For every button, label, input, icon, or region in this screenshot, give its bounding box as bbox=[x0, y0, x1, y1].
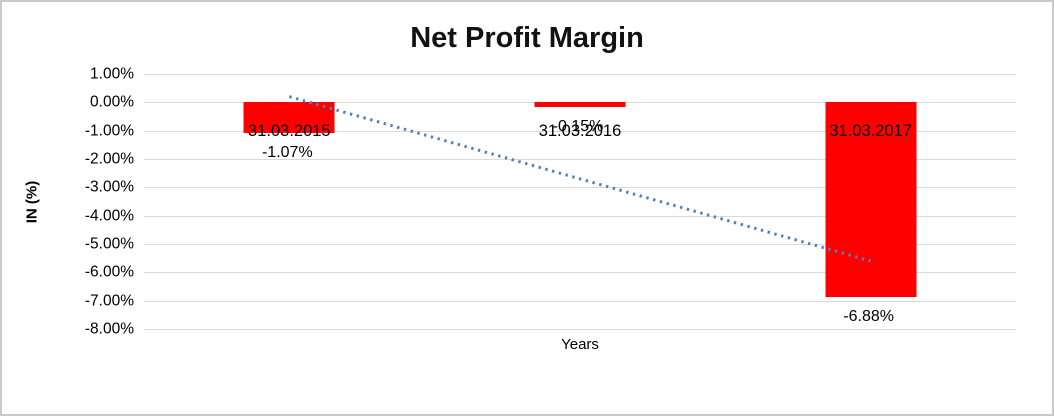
gridline bbox=[144, 329, 1016, 330]
category-label: 31.03.2017 bbox=[829, 121, 912, 140]
value-label: -0.15% bbox=[552, 117, 604, 135]
y-tick-label: 0.00% bbox=[90, 93, 134, 111]
gridline bbox=[144, 272, 1016, 274]
y-tick-label: -8.00% bbox=[84, 320, 134, 338]
y-tick-label: -7.00% bbox=[84, 291, 134, 309]
y-tick-label: -5.00% bbox=[84, 235, 134, 253]
value-label: -6.88% bbox=[843, 308, 894, 326]
bar-31.03.2016 bbox=[534, 102, 626, 107]
gridline bbox=[144, 74, 1016, 75]
y-tick-label: -1.00% bbox=[84, 121, 134, 139]
y-tick-label: -2.00% bbox=[84, 150, 134, 168]
y-tick-label: -6.00% bbox=[84, 263, 134, 281]
chart-title: Net Profit Margin bbox=[410, 22, 644, 54]
y-tick-label: -4.00% bbox=[84, 206, 134, 224]
value-label: -1.07% bbox=[261, 143, 313, 161]
gridline bbox=[144, 300, 1016, 302]
y-tick-label: -3.00% bbox=[84, 178, 134, 196]
y-axis-title: IN (%) bbox=[23, 180, 41, 224]
x-axis-title: Years bbox=[561, 336, 599, 353]
y-tick-label: 1.00% bbox=[90, 65, 134, 83]
category-label: 31.03.2015 bbox=[248, 121, 331, 140]
